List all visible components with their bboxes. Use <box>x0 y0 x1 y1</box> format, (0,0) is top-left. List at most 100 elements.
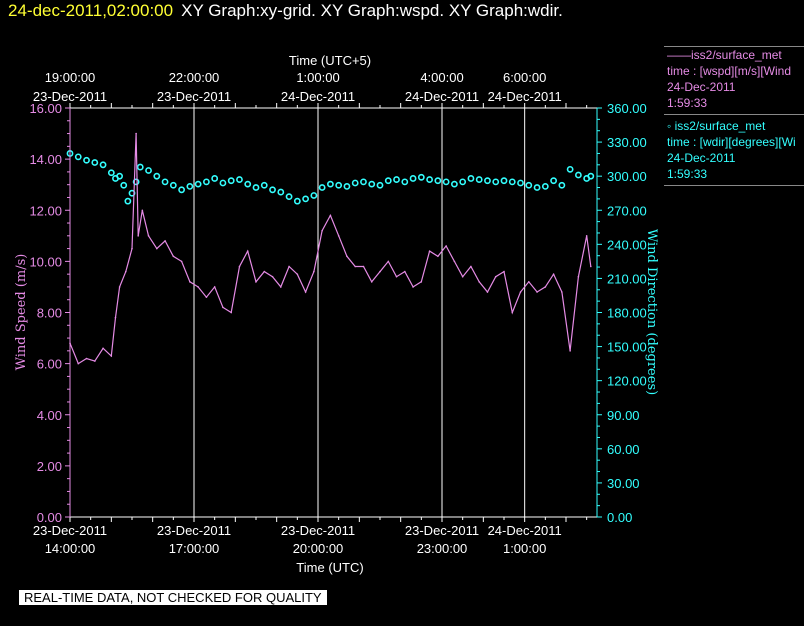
legend-wdir-desc: time : [wdir][degrees][Wi <box>667 135 796 149</box>
wspd-line <box>69 133 592 365</box>
x-bottom-tick-date-2: 23-Dec-2011 <box>281 523 355 538</box>
wdir-point-44 <box>401 178 409 186</box>
wspd-point-53 <box>478 281 481 283</box>
wdir-point-43 <box>393 176 400 183</box>
wdir-point-3 <box>91 159 99 166</box>
wspd-point-5 <box>110 355 113 357</box>
wdir-point-42 <box>384 177 392 185</box>
axes: 23-Dec-2011 14:00:00 23-Dec-2011 17:00:00 23… <box>14 53 659 575</box>
wdir-point-55 <box>492 178 500 186</box>
wspd-point-65 <box>577 275 580 278</box>
wspd-point-44 <box>404 270 406 273</box>
wdir-point-50 <box>450 180 458 188</box>
wspd-point-23 <box>230 311 232 314</box>
grid-lines <box>193 108 526 517</box>
wdir-point-49 <box>442 178 450 186</box>
wspd-point-19 <box>197 286 199 288</box>
wdir-point-17 <box>178 186 185 194</box>
wdir-point-14 <box>153 172 161 180</box>
wdir-point-34 <box>318 184 326 191</box>
wdir-point-62 <box>550 177 557 185</box>
wspd-point-61 <box>544 286 547 288</box>
legend-wspd-desc: time : [wspd][m/s][Wind <box>667 64 792 78</box>
x-bottom-axis-label: Time (UTC) <box>296 560 363 575</box>
wdir-point-12 <box>136 163 144 171</box>
y-right-tick-label-0: 0.00 <box>607 510 632 525</box>
x-top-tick-date-0: 23-Dec-2011 <box>33 89 107 104</box>
wspd-point-31 <box>296 273 299 275</box>
y-right-tick-label-4: 120.00 <box>607 374 647 389</box>
wdir-point-57 <box>508 178 516 186</box>
header-datetime: 24-dec-2011,02:00:00 <box>8 1 174 20</box>
wdir-point-10 <box>128 189 136 197</box>
wspd-point-62 <box>552 273 555 275</box>
wspd-point-63 <box>561 291 563 293</box>
wdir-point-4 <box>99 161 107 169</box>
wdir-point-11 <box>132 178 140 186</box>
wdir-point-32 <box>302 195 309 203</box>
x-top-tick-date-3: 24-Dec-2011 <box>405 89 479 104</box>
y-right-tick-label-6: 180.00 <box>607 306 647 321</box>
wdir-point-25 <box>244 180 252 188</box>
wdir-point-31 <box>293 197 301 205</box>
x-bottom-tick-time-3: 23:00:00 <box>417 541 468 556</box>
wspd-point-10 <box>135 132 137 135</box>
legend-entry-wspd: ——iss2/surface_met time : [wspd][m/s][Wi… <box>664 46 804 115</box>
wspd-point-46 <box>420 281 423 283</box>
wdir-point-36 <box>335 181 343 189</box>
legend-wdir-name: ◦ iss2/surface_met <box>667 119 766 133</box>
wdir-point-67 <box>587 172 595 180</box>
y-right-tick-label-12: 360.00 <box>607 101 647 116</box>
wspd-point-47 <box>428 250 431 252</box>
wspd-point-25 <box>246 250 249 252</box>
x-top-tick-date-1: 23-Dec-2011 <box>157 89 231 104</box>
wspd-point-67 <box>590 265 592 268</box>
legend-wspd-time: 1:59:33 <box>667 96 708 110</box>
y-left-axis-label: Wind Speed (m/s) <box>14 254 29 371</box>
x-top-axis-label: Time (UTC+5) <box>289 53 371 68</box>
wspd-point-50 <box>453 260 456 263</box>
wspd-point-9 <box>131 247 133 250</box>
wdir-point-23 <box>227 177 235 185</box>
wdir-point-64 <box>566 165 574 173</box>
y-right-tick-label-10: 300.00 <box>607 169 647 184</box>
y-left-tick-label-4: 8.00 <box>37 306 62 321</box>
x-bottom-tick-time-2: 20:00:00 <box>293 541 344 556</box>
x-bottom-tick-date-3: 23-Dec-2011 <box>405 523 479 538</box>
wdir-point-7 <box>116 172 123 180</box>
wspd-point-6 <box>114 316 117 319</box>
wspd-point-49 <box>445 245 447 247</box>
wspd-point-55 <box>494 275 497 278</box>
x-top-tick-date-4: 24-Dec-2011 <box>488 89 562 104</box>
wspd-point-40 <box>370 281 373 283</box>
wspd-point-39 <box>362 265 365 268</box>
wdir-point-52 <box>467 175 475 182</box>
wspd-point-2 <box>85 357 88 360</box>
wdir-point-53 <box>475 176 483 183</box>
wdir-point-20 <box>202 178 210 186</box>
quality-notice: REAL-TIME DATA, NOT CHECKED FOR QUALITY <box>19 590 327 605</box>
wdir-point-13 <box>145 167 152 174</box>
wdir-point-5 <box>107 169 115 177</box>
wdir-point-2 <box>83 156 90 164</box>
wdir-point-35 <box>326 180 334 188</box>
x-top-tick-date-2: 24-Dec-2011 <box>281 89 355 104</box>
wdir-point-56 <box>500 177 508 185</box>
wspd-point-59 <box>528 281 530 283</box>
wdir-point-45 <box>409 175 417 182</box>
wdir-point-40 <box>368 180 376 188</box>
wdir-point-33 <box>310 192 318 199</box>
wspd-point-26 <box>255 281 257 283</box>
y-right-tick-label-8: 240.00 <box>607 237 647 252</box>
wdir-point-24 <box>236 176 243 183</box>
wspd-point-22 <box>222 306 224 309</box>
wdir-point-46 <box>417 173 425 181</box>
y-right-tick-label-1: 30.00 <box>607 476 640 491</box>
y-left-tick-label-6: 12.00 <box>29 203 62 218</box>
y-right-tick-label-9: 270.00 <box>607 203 647 218</box>
wdir-point-61 <box>541 182 549 190</box>
graph-header: 24-dec-2011,02:00:00 XY Graph:xy-grid. XY… <box>8 1 563 21</box>
legend-wdir-date: 24-Dec-2011 <box>667 151 736 165</box>
wspd-point-3 <box>94 360 96 362</box>
wdir-point-22 <box>219 179 227 187</box>
